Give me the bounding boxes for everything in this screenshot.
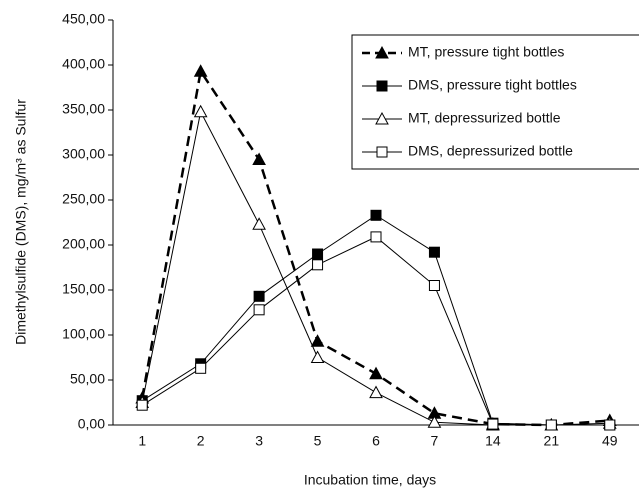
legend-marker — [375, 111, 389, 125]
x-tick-label: 14 — [485, 433, 501, 449]
y-tick-label: 200,00 — [62, 236, 105, 252]
x-tick-label: 21 — [544, 433, 560, 449]
data-point — [252, 217, 266, 230]
x-tick-label: 2 — [197, 433, 205, 449]
data-point — [604, 419, 616, 431]
legend-label: DMS, pressure tight bottles — [408, 77, 577, 93]
data-point — [545, 419, 557, 431]
data-point — [195, 362, 207, 374]
data-point — [370, 209, 382, 221]
legend-label: MT, pressure tight bottles — [408, 44, 564, 60]
data-point — [193, 104, 208, 118]
legend-marker — [376, 146, 388, 158]
data-point — [252, 152, 266, 165]
data-point — [310, 350, 325, 363]
y-tick-label: 300,00 — [62, 146, 105, 162]
data-point — [193, 64, 208, 77]
y-tick-label: 350,00 — [62, 101, 105, 117]
y-tick-label: 0,00 — [78, 416, 105, 432]
data-point — [369, 385, 383, 399]
data-point — [428, 280, 440, 291]
y-tick-label: 450,00 — [62, 11, 105, 27]
y-tick-label: 100,00 — [62, 326, 105, 342]
data-point — [370, 231, 382, 243]
x-tick-label: 49 — [602, 433, 618, 449]
y-tick-label: 250,00 — [62, 191, 105, 207]
data-point — [312, 259, 324, 271]
legend-label: DMS, depressurized bottle — [408, 143, 573, 159]
data-point — [369, 366, 383, 380]
data-point — [253, 304, 265, 316]
y-tick-label: 50,00 — [70, 371, 105, 387]
data-point — [312, 248, 324, 260]
legend-marker — [376, 80, 388, 92]
legend-label: MT, depressurized bottle — [408, 110, 561, 126]
y-axis-label: Dimethylsulfide (DMS), mg/m³ as Sulfur — [13, 99, 29, 345]
legend-marker — [375, 45, 389, 59]
x-tick-label: 1 — [138, 433, 146, 449]
data-point — [310, 334, 325, 347]
legend-box — [351, 34, 639, 170]
x-tick-label: 7 — [431, 433, 439, 449]
y-tick-label: 400,00 — [62, 56, 105, 72]
data-point — [253, 290, 265, 302]
x-tick-label: 6 — [372, 433, 380, 449]
x-tick-label: 5 — [314, 433, 322, 449]
data-point — [136, 399, 148, 411]
x-axis-label: Incubation time, days — [304, 472, 436, 488]
y-tick-label: 150,00 — [62, 281, 105, 297]
data-point — [428, 246, 440, 258]
data-point — [427, 415, 442, 428]
x-tick-label: 3 — [255, 433, 263, 449]
data-point — [487, 418, 499, 430]
